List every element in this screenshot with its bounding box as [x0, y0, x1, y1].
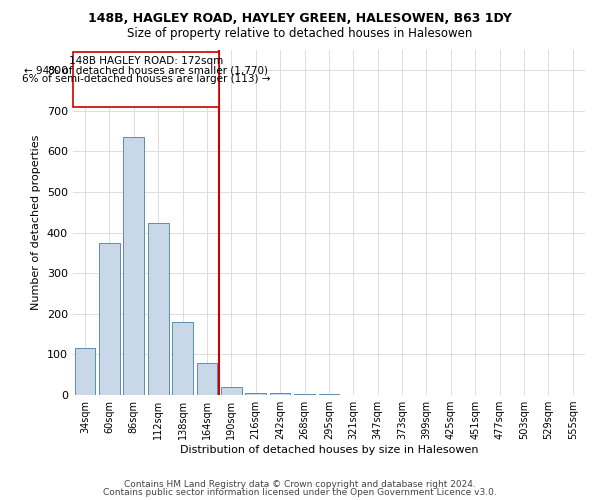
Bar	[245, 393, 266, 395]
Bar	[172, 322, 193, 395]
Bar	[74, 348, 95, 395]
Text: Contains HM Land Registry data © Crown copyright and database right 2024.: Contains HM Land Registry data © Crown c…	[124, 480, 476, 489]
Bar	[124, 138, 144, 395]
X-axis label: Distribution of detached houses by size in Halesowen: Distribution of detached houses by size …	[179, 445, 478, 455]
Bar	[294, 394, 315, 395]
Text: 148B HAGLEY ROAD: 172sqm: 148B HAGLEY ROAD: 172sqm	[69, 56, 223, 66]
Bar	[319, 394, 339, 395]
Bar	[148, 222, 169, 395]
Bar	[197, 362, 217, 395]
FancyBboxPatch shape	[73, 52, 219, 107]
Y-axis label: Number of detached properties: Number of detached properties	[31, 135, 41, 310]
Text: 148B, HAGLEY ROAD, HAYLEY GREEN, HALESOWEN, B63 1DY: 148B, HAGLEY ROAD, HAYLEY GREEN, HALESOW…	[88, 12, 512, 26]
Bar	[221, 387, 242, 395]
Text: ← 94% of detached houses are smaller (1,770): ← 94% of detached houses are smaller (1,…	[24, 66, 268, 76]
Text: Size of property relative to detached houses in Halesowen: Size of property relative to detached ho…	[127, 28, 473, 40]
Text: Contains public sector information licensed under the Open Government Licence v3: Contains public sector information licen…	[103, 488, 497, 497]
Bar	[99, 243, 120, 395]
Text: 6% of semi-detached houses are larger (113) →: 6% of semi-detached houses are larger (1…	[22, 74, 270, 84]
Bar	[270, 393, 290, 395]
